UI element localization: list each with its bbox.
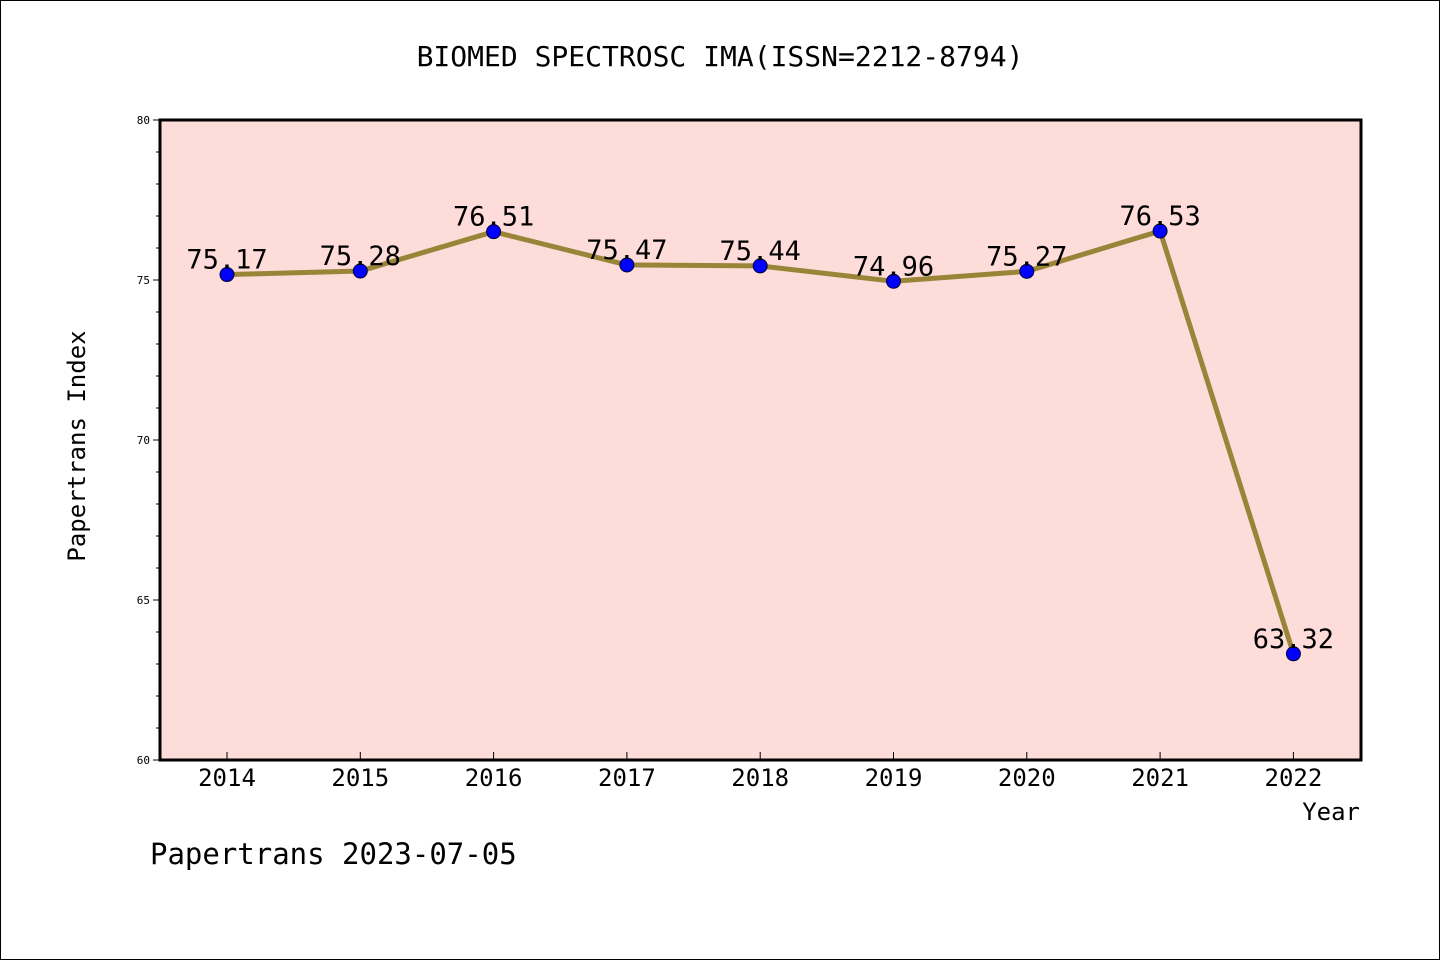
data-point [1152,223,1168,239]
data-point [1285,646,1301,662]
data-label: 76.51 [453,202,534,233]
data-point [352,263,368,279]
data-point [752,258,768,274]
data-label: 75.27 [986,241,1067,272]
data-point [886,273,901,289]
x-tick-label: 2020 [998,764,1056,792]
x-tick-label: 2021 [1131,764,1189,792]
x-axis: 2014 2015 2016 2017 2018 2019 2020 2021 2022 [198,752,1322,792]
x-tick-label: 2022 [1265,764,1323,792]
data-label: 76.53 [1119,201,1200,232]
x-axis-label: Year [1302,798,1360,826]
x-tick-label: 2018 [731,764,789,792]
y-axis: 60 65 70 75 80 [137,114,160,767]
y-tick-label: 75 [137,274,150,287]
data-label: 74.96 [853,251,934,282]
y-tick-label: 60 [137,754,150,767]
x-tick-label: 2016 [465,764,523,792]
data-label: 75.44 [720,236,801,267]
data-label: 75.47 [586,235,667,266]
series-group: 75.17 75.28 76.51 75.47 75.44 74.96 75.27 76.53… [186,201,1334,662]
data-label: 63.32 [1253,624,1334,655]
x-tick-label: 2019 [865,764,923,792]
y-tick-label: 70 [137,434,150,447]
x-tick-label: 2015 [331,764,389,792]
footer-text: Papertrans 2023-07-05 [150,837,517,871]
y-tick-label: 80 [137,114,150,127]
chart-title: BIOMED SPECTROSC IMA(ISSN=2212-8794) [417,40,1024,73]
x-tick-label: 2017 [598,764,656,792]
data-point [619,257,635,273]
data-point [486,224,502,240]
y-tick-label: 65 [137,594,150,607]
data-label: 75.17 [186,245,267,276]
data-point [1019,263,1035,279]
plot-border [158,118,1363,762]
data-label: 75.28 [320,241,401,272]
y-axis-label: Papertrans Index [63,330,91,561]
data-point [219,267,235,283]
x-tick-label: 2014 [198,764,256,792]
